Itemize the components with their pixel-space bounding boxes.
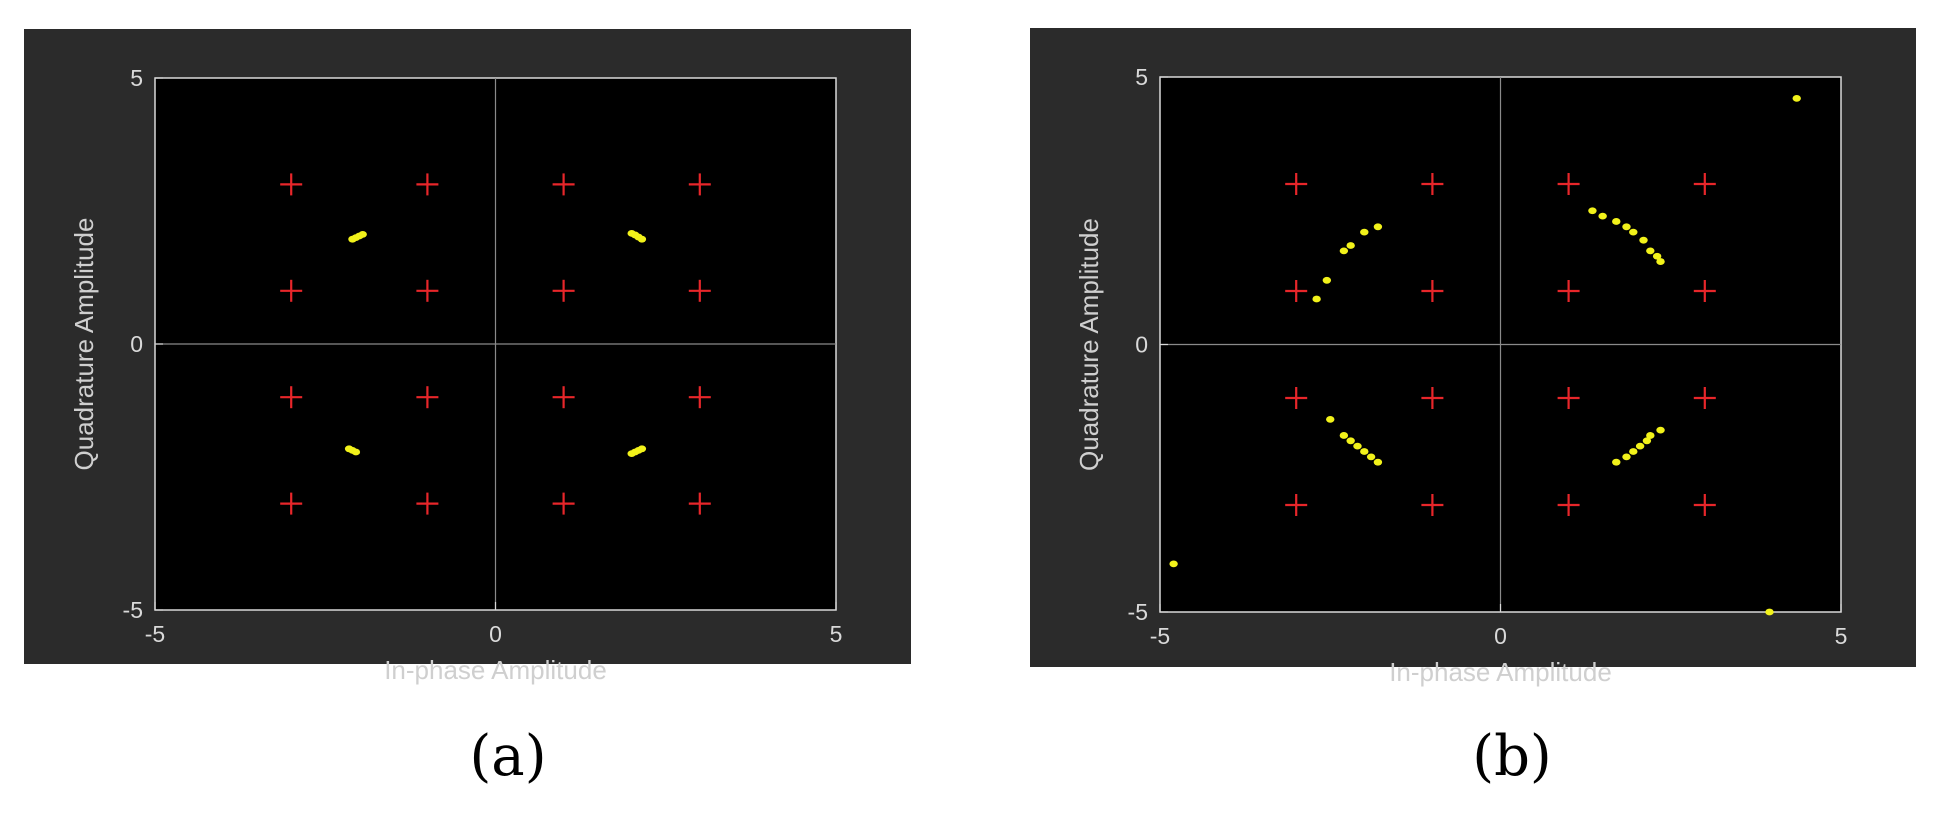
y-tick-label: 0 xyxy=(130,331,143,357)
received-point xyxy=(1635,442,1645,450)
received-point xyxy=(1765,608,1774,616)
reference-point-marker xyxy=(280,173,303,196)
reference-point-marker xyxy=(1557,280,1580,302)
received-point xyxy=(1169,560,1178,568)
x-tick-label: 5 xyxy=(830,621,843,647)
x-tick-label: -5 xyxy=(145,621,165,647)
reference-point-marker xyxy=(416,173,439,196)
reference-point-marker xyxy=(1285,280,1308,302)
reference-point-marker xyxy=(280,492,303,515)
panel-a: -5 0 5 -5 0 5 In-phase Amplitude Quadrature Amp… xyxy=(24,29,911,685)
reference-point-marker xyxy=(1557,173,1580,195)
reference-point-marker xyxy=(552,492,575,515)
received-point xyxy=(637,445,647,453)
reference-point-marker xyxy=(1557,494,1580,516)
caption-a: (a) xyxy=(469,724,547,789)
received-point xyxy=(1646,432,1655,439)
received-point xyxy=(1373,223,1383,231)
received-point xyxy=(1366,453,1376,461)
received-point xyxy=(1346,437,1355,445)
reference-point-marker xyxy=(1285,173,1308,195)
chart-a: -5 0 5 -5 0 5 In-phase Amplitude Quadrature Amp… xyxy=(69,65,843,685)
received-point xyxy=(1360,228,1369,236)
x-tick-label: 0 xyxy=(1494,623,1507,649)
received-point xyxy=(1639,236,1648,244)
received-point xyxy=(1353,442,1362,450)
reference-point-marker xyxy=(416,279,439,302)
x-tick-label: 0 xyxy=(489,621,502,647)
received-point xyxy=(1612,218,1621,225)
reference-point-marker xyxy=(1557,387,1580,409)
reference-point-marker xyxy=(1693,387,1716,409)
y-tick-label: -5 xyxy=(123,597,143,623)
received-point xyxy=(1339,432,1349,439)
reference-point-marker xyxy=(688,173,711,196)
received-point xyxy=(1622,223,1631,231)
received-point xyxy=(1598,212,1607,220)
reference-point-marker xyxy=(416,492,439,515)
chart-b: -5 0 5 -5 0 5 In-phase Amplitude Quadrature Amp… xyxy=(1074,64,1848,687)
x-axis-label: In-phase Amplitude xyxy=(384,655,607,685)
reference-point-marker xyxy=(552,386,575,409)
received-point xyxy=(1656,426,1665,434)
reference-point-marker xyxy=(1693,280,1716,302)
received-point xyxy=(1326,416,1335,423)
reference-point-marker xyxy=(1285,387,1308,409)
y-axis-label: Quadrature Amplitude xyxy=(69,218,99,471)
reference-point-marker xyxy=(280,386,303,409)
y-tick-label: 0 xyxy=(1135,332,1148,358)
panel-b: -5 0 5 -5 0 5 In-phase Amplitude Quadrature Amp… xyxy=(1030,28,1916,687)
received-point xyxy=(1322,276,1332,284)
y-tick-label: 5 xyxy=(1135,64,1148,90)
reference-point-marker xyxy=(416,386,439,409)
received-point xyxy=(1792,95,1801,102)
x-axis-label: In-phase Amplitude xyxy=(1389,657,1612,687)
received-point xyxy=(1622,453,1631,461)
received-point xyxy=(637,235,647,243)
reference-point-marker xyxy=(1421,494,1444,516)
received-point xyxy=(1312,295,1321,303)
received-point xyxy=(1646,247,1655,255)
received-point xyxy=(1346,242,1355,249)
received-point xyxy=(1373,458,1383,466)
received-point xyxy=(1629,448,1638,455)
reference-point-marker xyxy=(1421,387,1444,409)
reference-point-marker xyxy=(552,279,575,302)
reference-point-marker xyxy=(1693,173,1716,195)
x-tick-label: 5 xyxy=(1835,623,1848,649)
x-tick-label: -5 xyxy=(1150,623,1170,649)
caption-b: (b) xyxy=(1472,724,1552,789)
reference-point-marker xyxy=(688,386,711,409)
received-point xyxy=(351,448,361,456)
reference-point-marker xyxy=(688,492,711,515)
received-point xyxy=(1339,247,1349,255)
y-axis-label: Quadrature Amplitude xyxy=(1074,218,1104,471)
received-point xyxy=(358,231,367,238)
received-point xyxy=(1642,437,1652,445)
y-tick-label: -5 xyxy=(1128,599,1148,625)
received-point xyxy=(1656,258,1665,265)
reference-point-marker xyxy=(1693,494,1716,516)
received-point xyxy=(1360,448,1369,455)
reference-point-marker xyxy=(688,279,711,302)
received-point xyxy=(1612,458,1621,466)
received-point xyxy=(1629,228,1638,236)
reference-point-marker xyxy=(1421,173,1444,195)
reference-point-marker xyxy=(1421,280,1444,302)
reference-point-marker xyxy=(280,279,303,302)
reference-point-marker xyxy=(552,173,575,196)
received-point xyxy=(1652,252,1662,260)
received-point xyxy=(1588,207,1597,215)
reference-point-marker xyxy=(1285,494,1308,516)
y-tick-label: 5 xyxy=(130,65,143,91)
